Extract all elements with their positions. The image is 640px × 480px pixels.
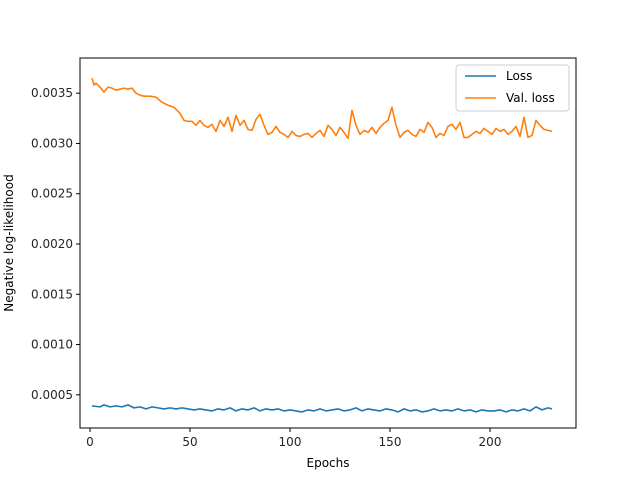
y-axis-ticks: 0.0005 0.0010 0.0015 0.0020 0.0025 0.0030 0.00… (31, 86, 80, 402)
y-tick-label: 0.0015 (31, 287, 73, 301)
legend-label-val-loss: Val. loss (506, 91, 555, 105)
y-tick-label: 0.0025 (31, 187, 73, 201)
x-tick-label: 100 (279, 435, 302, 449)
x-tick-label: 200 (479, 435, 502, 449)
legend: Loss Val. loss (455, 64, 570, 112)
series-line-val-loss (91, 77, 553, 140)
y-tick-label: 0.0030 (31, 136, 73, 150)
y-tick-label: 0.0035 (31, 86, 73, 100)
plot-frame (79, 57, 577, 429)
y-tick-label: 0.0010 (31, 338, 73, 352)
y-tick-label: 0.0005 (31, 388, 73, 402)
series-layer (91, 77, 553, 413)
x-axis-ticks: 0 50 100 150 200 (86, 428, 501, 449)
legend-label-loss: Loss (506, 69, 532, 83)
x-tick-label: 50 (182, 435, 197, 449)
y-axis-label: Negative log-likelihood (2, 174, 16, 311)
x-tick-label: 0 (86, 435, 94, 449)
y-tick-label: 0.0020 (31, 237, 73, 251)
x-tick-label: 150 (379, 435, 402, 449)
x-axis-label: Epochs (307, 456, 350, 470)
series-line-loss (91, 404, 553, 413)
